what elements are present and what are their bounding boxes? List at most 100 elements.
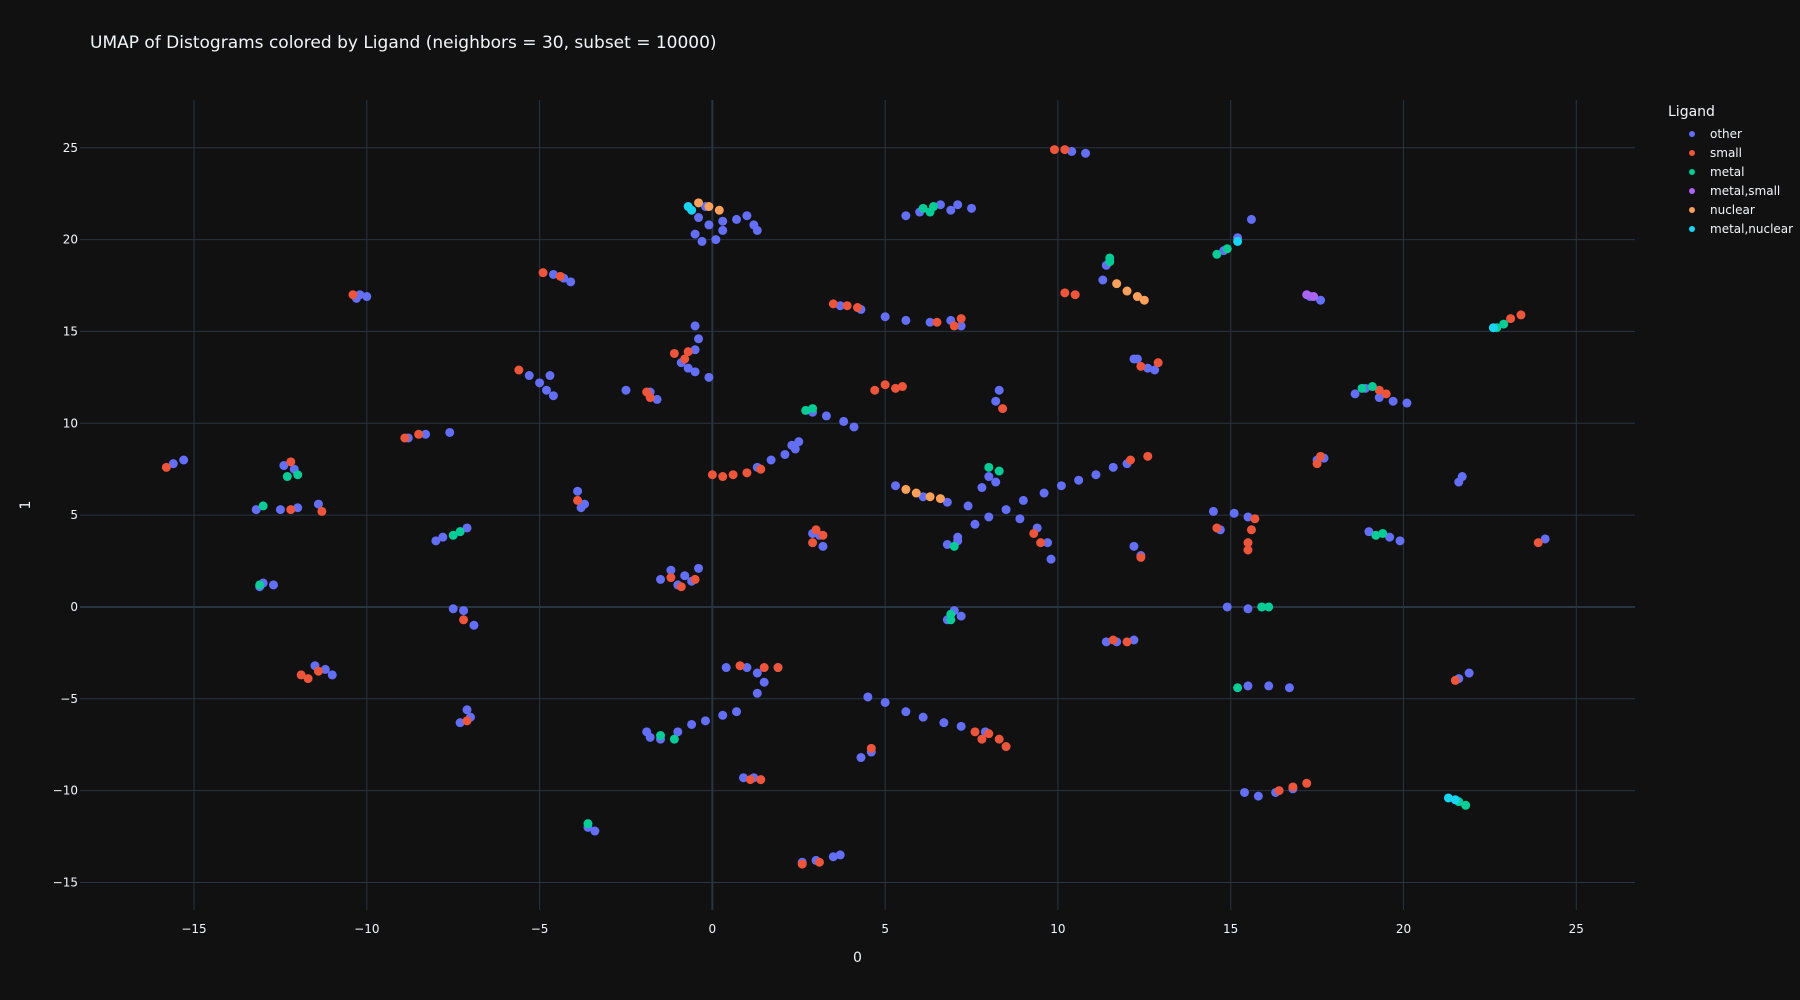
data-point[interactable] xyxy=(317,506,327,516)
data-point[interactable] xyxy=(808,404,818,414)
data-point[interactable] xyxy=(1243,681,1253,691)
data-point[interactable] xyxy=(897,382,907,392)
data-point[interactable] xyxy=(1381,389,1391,399)
data-point[interactable] xyxy=(956,314,966,324)
data-point[interactable] xyxy=(1222,244,1232,254)
data-point[interactable] xyxy=(977,483,987,493)
data-point[interactable] xyxy=(766,455,776,465)
data-point[interactable] xyxy=(1364,527,1374,537)
data-point[interactable] xyxy=(1402,398,1412,408)
data-point[interactable] xyxy=(1001,505,1011,515)
data-point[interactable] xyxy=(880,697,890,707)
data-point[interactable] xyxy=(866,743,876,753)
data-point[interactable] xyxy=(1274,786,1284,796)
data-point[interactable] xyxy=(752,668,762,678)
data-point[interactable] xyxy=(742,663,752,673)
data-point[interactable] xyxy=(683,363,693,373)
data-point[interactable] xyxy=(666,573,676,583)
data-point[interactable] xyxy=(984,729,994,739)
data-point[interactable] xyxy=(1129,354,1139,364)
data-point[interactable] xyxy=(849,422,859,432)
data-point[interactable] xyxy=(711,235,721,245)
data-point[interactable] xyxy=(1443,793,1453,803)
data-point[interactable] xyxy=(1101,637,1111,647)
data-point[interactable] xyxy=(1288,782,1298,792)
data-point[interactable] xyxy=(704,372,714,382)
data-point[interactable] xyxy=(1367,382,1377,392)
data-point[interactable] xyxy=(970,727,980,737)
data-point[interactable] xyxy=(1150,365,1160,375)
data-point[interactable] xyxy=(718,225,728,235)
data-point[interactable] xyxy=(828,299,838,309)
data-point[interactable] xyxy=(462,716,472,726)
data-point[interactable] xyxy=(414,429,424,439)
data-point[interactable] xyxy=(1018,495,1028,505)
data-point[interactable] xyxy=(773,663,783,673)
data-point[interactable] xyxy=(1222,602,1232,612)
data-point[interactable] xyxy=(1378,528,1388,538)
data-point[interactable] xyxy=(1243,512,1253,522)
data-point[interactable] xyxy=(1212,523,1222,533)
data-point[interactable] xyxy=(697,236,707,246)
data-point[interactable] xyxy=(994,385,1004,395)
data-point[interactable] xyxy=(732,214,742,224)
data-point[interactable] xyxy=(946,615,956,625)
data-point[interactable] xyxy=(704,220,714,230)
data-point[interactable] xyxy=(707,470,717,480)
data-point[interactable] xyxy=(738,773,748,783)
data-point[interactable] xyxy=(1312,459,1322,469)
data-point[interactable] xyxy=(718,216,728,226)
data-point[interactable] xyxy=(1122,286,1132,296)
data-point[interactable] xyxy=(459,615,469,625)
data-point[interactable] xyxy=(891,383,901,393)
data-point[interactable] xyxy=(1212,249,1222,259)
legend-item[interactable]: metal xyxy=(1668,162,1793,181)
data-point[interactable] xyxy=(870,385,880,395)
data-point[interactable] xyxy=(1488,323,1498,333)
data-point[interactable] xyxy=(1246,214,1256,224)
data-point[interactable] xyxy=(991,396,1001,406)
data-point[interactable] xyxy=(1371,530,1381,540)
data-point[interactable] xyxy=(953,200,963,210)
data-point[interactable] xyxy=(303,674,313,684)
data-point[interactable] xyxy=(752,225,762,235)
data-point[interactable] xyxy=(1516,310,1526,320)
data-point[interactable] xyxy=(714,205,724,215)
data-point[interactable] xyxy=(742,211,752,221)
legend-item[interactable]: nuclear xyxy=(1668,200,1793,219)
data-point[interactable] xyxy=(794,437,804,447)
legend-item[interactable]: metal,nuclear xyxy=(1668,219,1793,238)
data-point[interactable] xyxy=(286,505,296,515)
data-point[interactable] xyxy=(1001,742,1011,752)
data-point[interactable] xyxy=(1049,145,1059,155)
data-point[interactable] xyxy=(1250,514,1260,524)
data-point[interactable] xyxy=(555,271,565,281)
data-point[interactable] xyxy=(1143,363,1153,373)
data-point[interactable] xyxy=(742,468,752,478)
data-point[interactable] xyxy=(313,499,323,509)
data-point[interactable] xyxy=(1357,383,1367,393)
data-point[interactable] xyxy=(1243,538,1253,548)
data-point[interactable] xyxy=(1461,800,1471,810)
data-point[interactable] xyxy=(687,205,697,215)
data-point[interactable] xyxy=(984,472,994,482)
data-point[interactable] xyxy=(1143,451,1153,461)
data-point[interactable] xyxy=(656,731,666,741)
data-point[interactable] xyxy=(1350,389,1360,399)
data-point[interactable] xyxy=(1029,528,1039,538)
data-point[interactable] xyxy=(1374,385,1384,395)
data-point[interactable] xyxy=(728,470,738,480)
data-point[interactable] xyxy=(666,565,676,575)
data-point[interactable] xyxy=(721,663,731,673)
data-point[interactable] xyxy=(718,710,728,720)
data-point[interactable] xyxy=(759,663,769,673)
data-point[interactable] xyxy=(891,481,901,491)
data-point[interactable] xyxy=(718,472,728,482)
data-point[interactable] xyxy=(1450,795,1460,805)
data-point[interactable] xyxy=(818,541,828,551)
data-point[interactable] xyxy=(1243,604,1253,614)
data-point[interactable] xyxy=(942,539,952,549)
data-point[interactable] xyxy=(1067,146,1077,156)
data-point[interactable] xyxy=(984,512,994,522)
data-point[interactable] xyxy=(282,472,292,482)
